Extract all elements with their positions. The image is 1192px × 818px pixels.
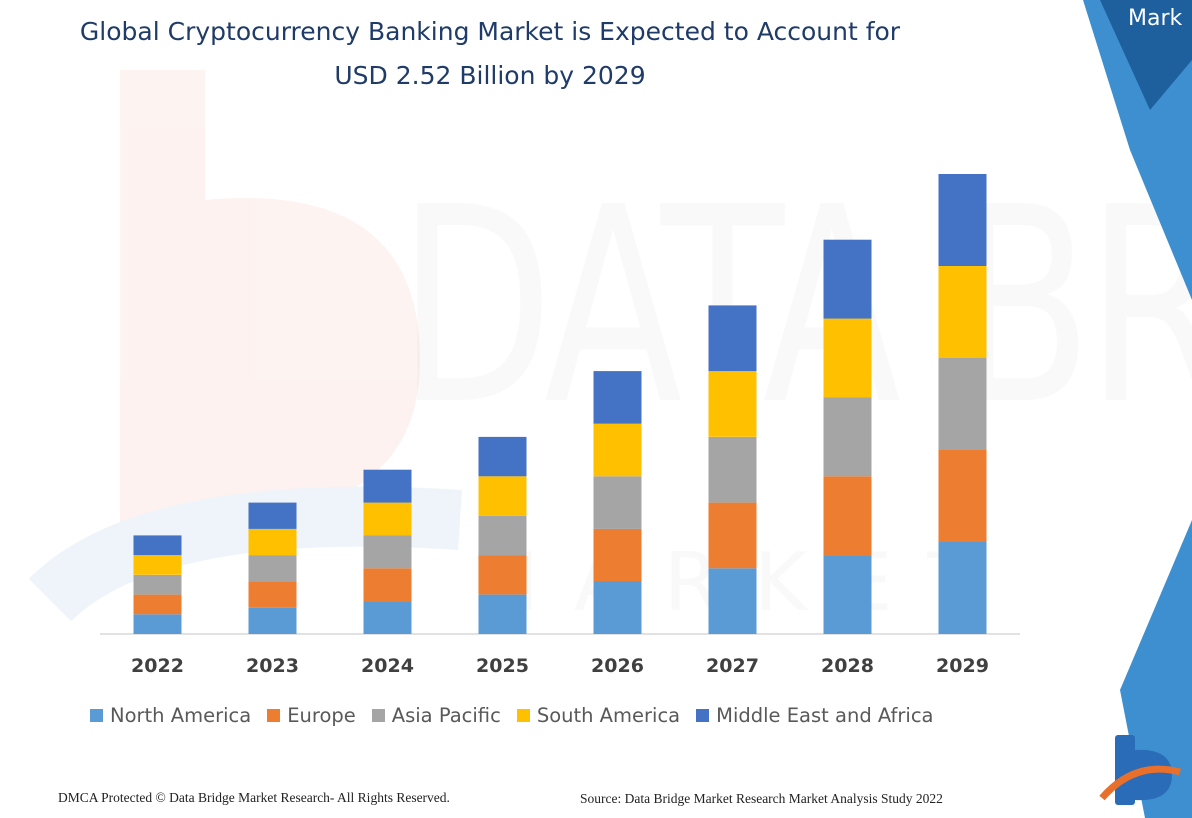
bar-2022-middle-east-and-africa xyxy=(133,535,182,556)
bar-2028-middle-east-and-africa xyxy=(823,239,872,319)
bar-2023-north-america xyxy=(248,607,297,634)
bar-2024-north-america xyxy=(363,601,412,634)
legend-item-south-america: South America xyxy=(516,704,681,727)
x-tick-label-2025: 2025 xyxy=(476,655,529,677)
bar-2025-europe xyxy=(478,555,527,595)
bar-2027-asia-pacific xyxy=(708,436,757,503)
sidebar-band xyxy=(1083,0,1192,818)
bar-2028-asia-pacific xyxy=(823,397,872,477)
legend-item-middle-east-and-africa: Middle East and Africa xyxy=(696,704,934,727)
bar-2026-south-america xyxy=(593,423,642,477)
legend-label: Europe xyxy=(287,704,356,727)
bar-2025-asia-pacific xyxy=(478,515,527,556)
bar-2022-south-america xyxy=(133,555,182,575)
bar-2029-asia-pacific xyxy=(938,358,987,450)
legend-item-asia-pacific: Asia Pacific xyxy=(371,704,501,727)
bar-2025-north-america xyxy=(478,594,527,634)
legend-swatch xyxy=(90,709,103,722)
data-bridge-logo-icon xyxy=(1099,735,1181,805)
x-tick-label-2028: 2028 xyxy=(821,655,874,677)
bar-2027-middle-east-and-africa xyxy=(708,305,757,372)
bar-2029-europe xyxy=(938,450,987,542)
bar-2026-north-america xyxy=(593,581,642,634)
x-tick-label-2022: 2022 xyxy=(131,655,184,677)
corner-label: Mark xyxy=(1128,6,1183,31)
bar-2024-middle-east-and-africa xyxy=(363,469,412,503)
bar-2026-europe xyxy=(593,528,642,582)
legend-item-north-america: North America xyxy=(90,704,251,727)
x-tick-label-2024: 2024 xyxy=(361,655,414,677)
bar-2028-north-america xyxy=(823,555,872,634)
source-footer: Source: Data Bridge Market Research Mark… xyxy=(580,791,943,806)
bar-2025-middle-east-and-africa xyxy=(478,436,527,477)
bar-2028-europe xyxy=(823,476,872,556)
legend-label: North America xyxy=(110,704,252,727)
legend-swatch xyxy=(516,709,530,722)
x-tick-label-2026: 2026 xyxy=(591,655,644,677)
bar-2024-asia-pacific xyxy=(363,535,412,569)
bar-2029-middle-east-and-africa xyxy=(938,174,987,266)
chart-legend: North America Europe Asia Pacific South Ame… xyxy=(90,704,950,727)
legend-label: Middle East and Africa xyxy=(716,704,934,727)
bar-2024-south-america xyxy=(363,502,412,536)
bar-2028-south-america xyxy=(823,318,872,398)
legend-item-europe: Europe xyxy=(267,704,356,727)
bar-2024-europe xyxy=(363,568,412,602)
bar-2026-asia-pacific xyxy=(593,476,642,529)
legend-label: South America xyxy=(536,704,681,727)
bar-2022-europe xyxy=(133,594,182,615)
legend-swatch xyxy=(696,709,710,722)
legend-swatch xyxy=(267,709,281,722)
legend-swatch xyxy=(371,709,385,722)
bar-2023-asia-pacific xyxy=(248,555,297,582)
x-tick-label-2027: 2027 xyxy=(706,655,759,677)
bar-2022-north-america xyxy=(133,614,182,634)
stacked-bar-chart xyxy=(100,174,1020,635)
bar-2023-middle-east-and-africa xyxy=(248,502,297,529)
bar-2025-south-america xyxy=(478,476,527,516)
chart-title-line-2: USD 2.52 Billion by 2029 xyxy=(334,61,646,90)
bar-2026-middle-east-and-africa xyxy=(593,371,642,424)
bar-2029-north-america xyxy=(938,542,987,634)
x-tick-label-2029: 2029 xyxy=(936,655,989,677)
bar-2022-asia-pacific xyxy=(133,574,182,595)
copyright-footer: DMCA Protected © Data Bridge Market Rese… xyxy=(58,790,450,805)
chart-title: Global Cryptocurrency Banking Market is … xyxy=(40,10,940,98)
bar-2029-south-america xyxy=(938,266,987,358)
legend-label: Asia Pacific xyxy=(391,704,501,727)
sidebar-band-dark xyxy=(1100,0,1192,110)
bar-2027-europe xyxy=(708,502,757,569)
chart-title-line-1: Global Cryptocurrency Banking Market is … xyxy=(79,17,901,46)
bar-2023-south-america xyxy=(248,528,297,556)
x-tick-label-2023: 2023 xyxy=(246,655,299,677)
bar-2023-europe xyxy=(248,581,297,608)
bar-2027-south-america xyxy=(708,371,757,437)
bar-2027-north-america xyxy=(708,568,757,634)
svg-text:DATA BR: DATA BR xyxy=(398,150,1192,465)
